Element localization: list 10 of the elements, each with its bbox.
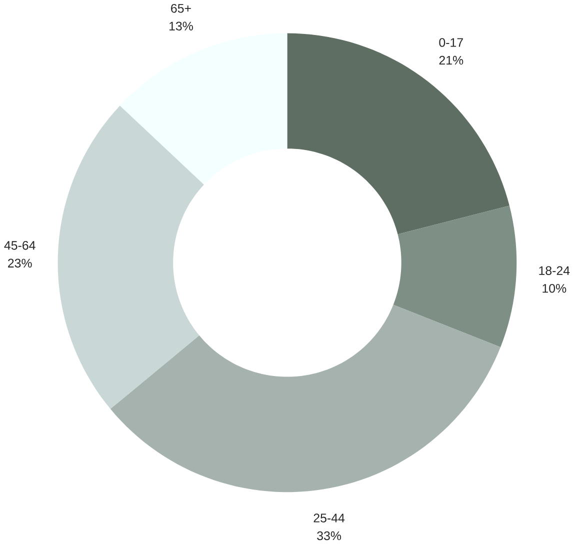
slice-label: 18-24 bbox=[539, 266, 570, 275]
data-label: 23% bbox=[8, 258, 32, 268]
data-label: 33% bbox=[317, 531, 342, 540]
slice-label: 65+ bbox=[171, 4, 191, 13]
slice-label: 0-17 bbox=[439, 38, 463, 47]
slice-label: 45-64 bbox=[4, 240, 36, 250]
slice-label: 25-44 bbox=[314, 514, 345, 522]
data-label: 21% bbox=[439, 56, 464, 65]
data-label: 13% bbox=[169, 22, 193, 30]
data-label: 10% bbox=[542, 284, 566, 293]
